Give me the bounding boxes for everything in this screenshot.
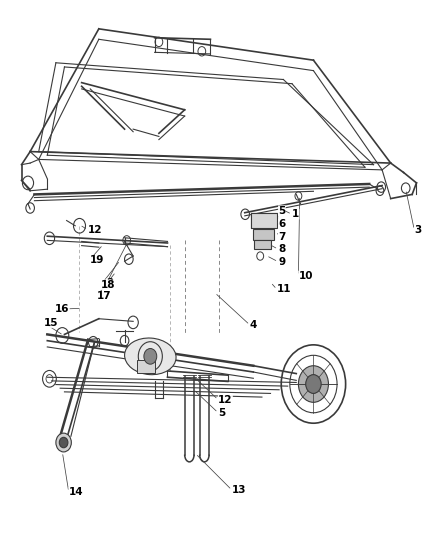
Circle shape bbox=[56, 433, 71, 452]
Text: 1: 1 bbox=[292, 209, 299, 219]
Text: 5: 5 bbox=[218, 408, 226, 418]
Text: 2: 2 bbox=[106, 278, 114, 288]
Text: 16: 16 bbox=[55, 304, 70, 314]
FancyBboxPatch shape bbox=[253, 229, 274, 240]
Circle shape bbox=[306, 375, 321, 393]
Ellipse shape bbox=[124, 338, 176, 375]
Text: 13: 13 bbox=[232, 485, 247, 495]
Text: 15: 15 bbox=[44, 318, 58, 328]
Text: 12: 12 bbox=[218, 395, 233, 405]
Circle shape bbox=[59, 437, 68, 448]
Text: 17: 17 bbox=[97, 291, 111, 301]
Text: 12: 12 bbox=[88, 225, 102, 235]
Text: 9: 9 bbox=[278, 257, 286, 267]
Circle shape bbox=[144, 349, 157, 364]
Text: 8: 8 bbox=[278, 244, 286, 254]
Text: 3: 3 bbox=[414, 225, 421, 235]
Circle shape bbox=[298, 366, 328, 402]
Text: 19: 19 bbox=[89, 255, 104, 265]
Text: 11: 11 bbox=[277, 285, 291, 295]
Text: 7: 7 bbox=[278, 232, 286, 242]
Text: 18: 18 bbox=[101, 280, 116, 290]
Text: 10: 10 bbox=[298, 271, 313, 281]
Text: 6: 6 bbox=[278, 219, 286, 229]
Text: 5: 5 bbox=[278, 206, 286, 216]
FancyBboxPatch shape bbox=[254, 240, 271, 249]
Text: 14: 14 bbox=[69, 487, 83, 497]
FancyBboxPatch shape bbox=[251, 213, 276, 228]
Text: 4: 4 bbox=[250, 320, 257, 330]
FancyBboxPatch shape bbox=[137, 360, 155, 373]
